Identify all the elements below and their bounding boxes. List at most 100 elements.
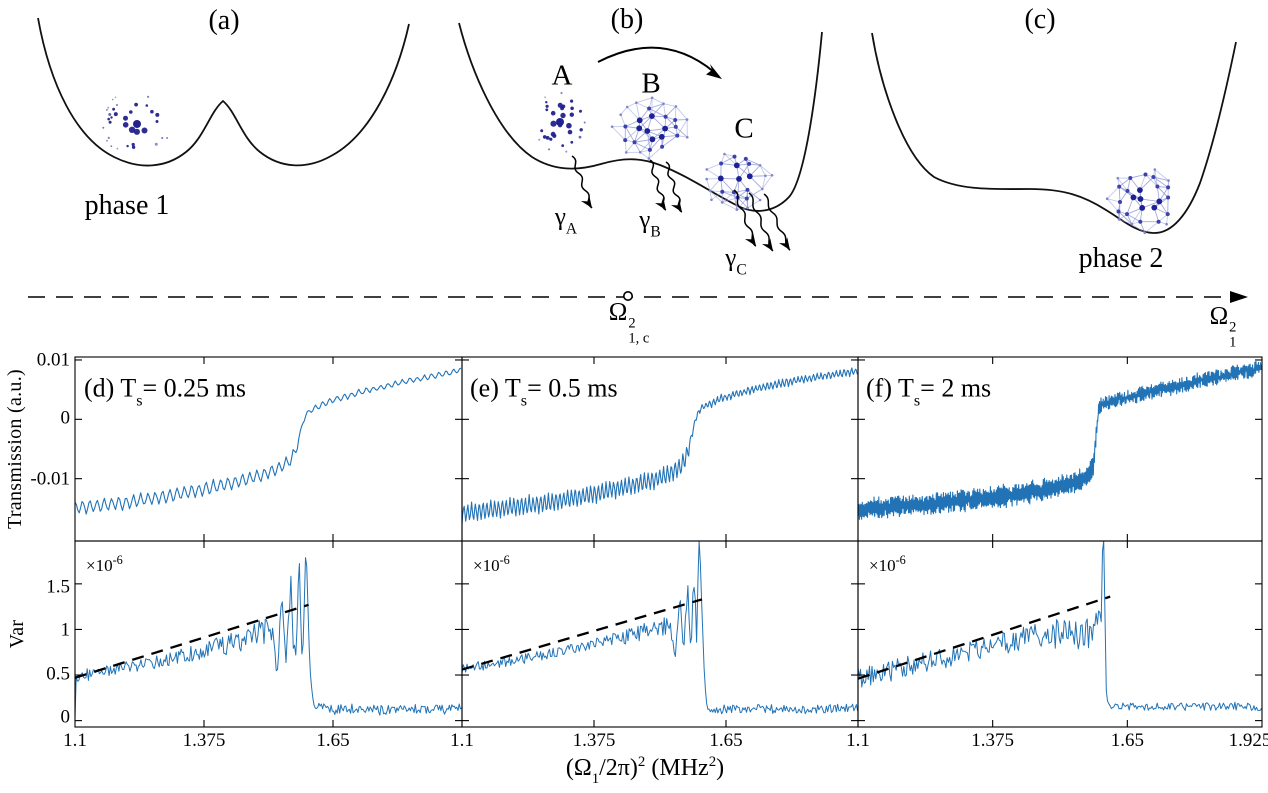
gas-dot: [549, 137, 553, 141]
var-ytick-0p5: 0.5: [46, 663, 70, 685]
lattice-bond: [722, 201, 737, 211]
lattice-bond: [1131, 223, 1146, 234]
lattice-bond: [665, 116, 677, 128]
lattice-bond: [1106, 198, 1119, 212]
potential-curve-a: [37, 17, 410, 167]
lattice-node: [1165, 212, 1170, 217]
lattice-bond: [759, 165, 766, 177]
lattice-node: [1117, 218, 1121, 221]
gas-dot: [147, 95, 150, 98]
lattice-bond: [620, 106, 628, 115]
gas-dot: [561, 104, 566, 109]
gas-dot: [134, 102, 139, 107]
gas-dot: [122, 122, 129, 128]
lattice-node: [1155, 184, 1160, 189]
gas-dot: [548, 148, 550, 151]
lattice-bond: [1118, 177, 1131, 187]
gas-dot: [556, 118, 564, 126]
x-tick-label: 1.1: [450, 730, 474, 751]
lattice-node: [1166, 185, 1171, 190]
lattice-node: [708, 189, 712, 193]
gas-dot: [102, 126, 105, 129]
gas-dot: [108, 113, 112, 116]
lattice-bond: [1131, 207, 1143, 225]
cluster-A-gas: [538, 91, 586, 153]
lattice-bond: [634, 138, 653, 143]
gas-dot: [565, 150, 568, 153]
var-e-fit-line: [461, 598, 703, 671]
var-ytick-0: 0: [60, 706, 71, 728]
lattice-node: [747, 161, 752, 166]
transmission-e-trace: [461, 367, 859, 524]
lattice-bond: [1106, 186, 1120, 200]
gas-dot: [566, 122, 572, 129]
gas-dot: [131, 142, 135, 147]
lattice-node: [658, 133, 665, 140]
lattice-bond: [1107, 198, 1121, 203]
transmission-f-trace: [857, 360, 1263, 520]
lattice-node: [686, 136, 689, 139]
lattice-node: [1130, 194, 1137, 201]
gas-dot: [550, 110, 556, 116]
gas-dot: [131, 145, 136, 149]
lattice-bond: [624, 140, 627, 153]
lattice-node: [745, 187, 750, 192]
gas-dot: [107, 117, 110, 121]
gas-dot: [123, 115, 128, 121]
lattice-bond: [745, 158, 761, 166]
panel-frame-var-1: [461, 540, 859, 728]
lattice-node: [635, 101, 638, 104]
x-tick-label: 1.375: [183, 730, 226, 751]
decay-arrowhead: [581, 195, 592, 208]
lattice-bond: [1144, 221, 1159, 234]
lattice-node: [743, 156, 748, 161]
lattice-bond: [737, 189, 748, 198]
gas-dot: [542, 135, 547, 139]
panel-a-tag: (a): [208, 5, 240, 36]
gas-dot: [155, 112, 160, 117]
lattice-bond: [646, 130, 651, 150]
lattice-node: [662, 125, 668, 132]
lattice-bond: [648, 103, 664, 109]
gas-dot: [550, 131, 556, 137]
gas-dot: [106, 139, 108, 142]
lattice-node: [675, 133, 680, 138]
lattice-node: [636, 125, 643, 132]
lattice-bond: [706, 163, 722, 170]
lattice-bond: [733, 192, 738, 210]
gas-dot: [538, 138, 541, 141]
cluster-c-label: C: [734, 112, 754, 145]
phase-1-label: phase 1: [84, 190, 170, 221]
x-tick-label: 1.65: [1111, 730, 1144, 751]
var-f-trace: [857, 540, 1263, 711]
lattice-node: [732, 154, 737, 159]
gas-dot: [107, 106, 110, 109]
x-tick-label: 1.1: [846, 730, 870, 751]
lattice-bond: [720, 156, 735, 164]
lattice-bond: [639, 151, 650, 159]
xaxis-label: (Ω1/2π)2 (MHz2): [565, 754, 725, 788]
lattice-node: [650, 96, 654, 100]
gas-dot: [560, 91, 563, 95]
lattice-bond: [675, 106, 688, 120]
gas-dot: [544, 96, 546, 99]
var-f-fit-line: [857, 595, 1111, 680]
lattice-bond: [747, 199, 761, 209]
var-ytick-1p5: 1.5: [46, 576, 70, 598]
lattice-node: [624, 151, 628, 154]
sweep-arrowhead: [706, 64, 722, 79]
gas-dot: [570, 99, 574, 103]
lattice-node: [1105, 197, 1109, 200]
lattice-bond: [626, 106, 641, 121]
lattice-bond: [1118, 211, 1133, 225]
lattice-bond: [665, 106, 677, 118]
lattice-node: [1166, 195, 1171, 200]
gas-dot: [106, 109, 108, 111]
lattice-bond: [711, 191, 723, 201]
decay-arrowhead: [745, 233, 756, 246]
lattice-node: [720, 189, 725, 194]
gas-dot: [560, 112, 566, 119]
lattice-node: [649, 113, 655, 119]
lattice-bond: [721, 191, 735, 203]
